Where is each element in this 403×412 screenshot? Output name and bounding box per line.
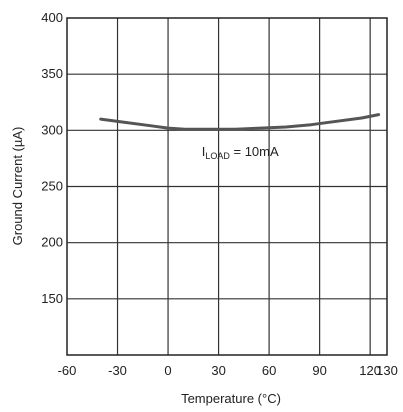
x-tick-label-0: 0 bbox=[164, 363, 171, 378]
series-layer bbox=[99, 113, 381, 131]
series-line-0 bbox=[99, 113, 381, 131]
y-axis-label: Ground Current (µA) bbox=[10, 127, 25, 246]
x-tick-label--30: -30 bbox=[108, 363, 127, 378]
x-tick-label-120: 120 bbox=[359, 363, 381, 378]
y-tick-label-150: 150 bbox=[41, 291, 63, 306]
annotation-main: I bbox=[202, 144, 206, 159]
y-tick-label-200: 200 bbox=[41, 235, 63, 250]
y-tick-label-250: 250 bbox=[41, 179, 63, 194]
x-tick-label-90: 90 bbox=[312, 363, 326, 378]
y-tick-label-350: 350 bbox=[41, 66, 63, 81]
x-tick-label-130: 130 bbox=[376, 363, 398, 378]
x-axis-label: Temperature (°C) bbox=[181, 391, 281, 406]
x-tick-label-30: 30 bbox=[211, 363, 225, 378]
y-tick-label-300: 300 bbox=[41, 122, 63, 137]
annotation-suffix: = 10mA bbox=[230, 144, 279, 159]
x-tick-label-60: 60 bbox=[262, 363, 276, 378]
grid-layer bbox=[67, 18, 387, 355]
load-annotation: ILOAD = 10mA bbox=[202, 144, 279, 161]
y-tick-label-400: 400 bbox=[41, 10, 63, 25]
x-tick-label--60: -60 bbox=[58, 363, 77, 378]
annotation-subscript: LOAD bbox=[205, 151, 230, 161]
plot-frame bbox=[66, 17, 388, 356]
